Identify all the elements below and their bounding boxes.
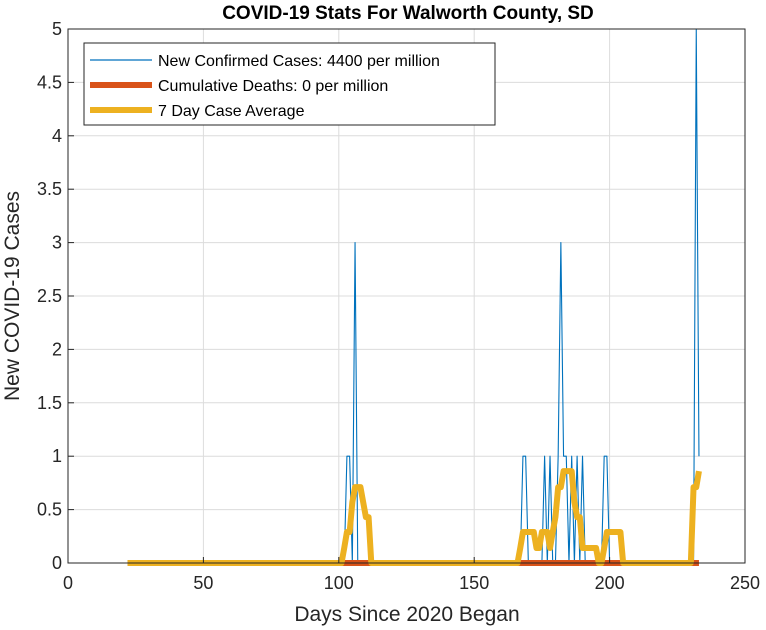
x-axis-label: Days Since 2020 Began — [294, 603, 519, 626]
legend: New Confirmed Cases: 4400 per million Cu… — [83, 42, 496, 126]
y-tick-label: 2 — [52, 339, 62, 359]
y-tick-label: 2.5 — [37, 286, 62, 306]
y-axis-label: New COVID-19 Cases — [1, 191, 24, 401]
y-axis-ticks: 0 0.5 1 1.5 2 2.5 3 3.5 4 4.5 5 — [37, 19, 74, 573]
legend-label-cumulative-deaths: Cumulative Deaths: 0 per million — [158, 78, 388, 95]
x-tick-label: 50 — [193, 573, 213, 593]
legend-box — [83, 42, 496, 126]
legend-label-new-cases: New Confirmed Cases: 4400 per million — [158, 53, 440, 70]
y-tick-label: 1 — [52, 446, 62, 466]
y-tick-label: 1.5 — [37, 393, 62, 413]
y-tick-label: 0.5 — [37, 500, 62, 520]
chart-title: COVID-19 Stats For Walworth County, SD — [222, 3, 594, 24]
x-tick-label: 150 — [459, 573, 489, 593]
y-tick-label: 3 — [52, 233, 62, 253]
x-tick-label: 200 — [595, 573, 625, 593]
y-tick-label: 3.5 — [37, 179, 62, 199]
series-line-7-day-average — [127, 468, 702, 566]
legend-label-7-day-average: 7 Day Case Average — [158, 103, 305, 120]
y-tick-label: 5 — [52, 19, 62, 39]
y-tick-label: 0 — [52, 553, 62, 573]
x-tick-label: 100 — [324, 573, 354, 593]
x-axis-ticks: 0 50 100 150 200 250 — [63, 557, 760, 593]
x-tick-label: 250 — [730, 573, 760, 593]
y-tick-label: 4 — [52, 126, 62, 146]
x-tick-label: 0 — [63, 573, 73, 593]
y-tick-label: 4.5 — [37, 72, 62, 92]
